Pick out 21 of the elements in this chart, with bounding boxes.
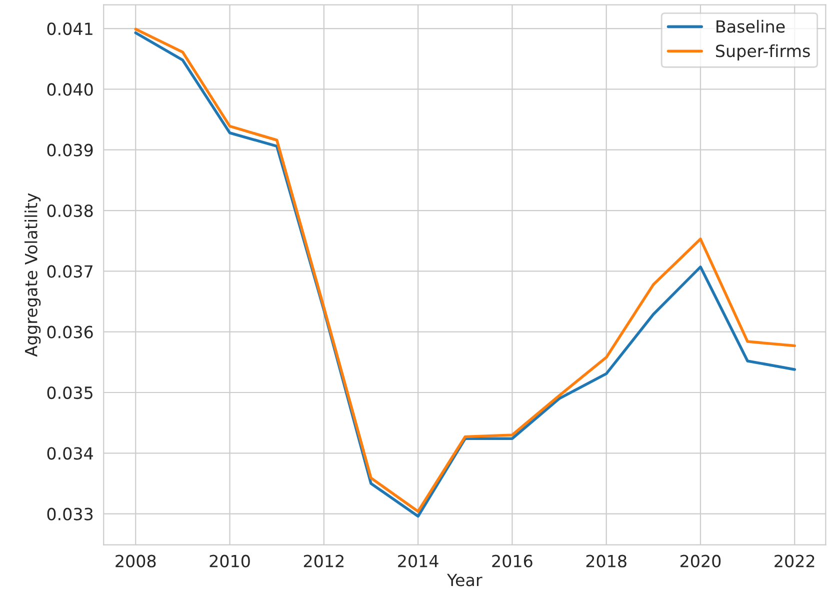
legend-label: Super-firms <box>716 44 810 60</box>
y-tick-label: 0.033 <box>47 508 93 520</box>
x-tick-label: 2012 <box>304 554 344 568</box>
x-tick-label: 2016 <box>492 554 532 568</box>
y-tick-label: 0.039 <box>47 144 93 156</box>
y-tick-label: 0.034 <box>47 447 93 460</box>
x-tick-label: 2018 <box>586 554 626 568</box>
y-tick-label: 0.038 <box>47 204 93 218</box>
x-axis-title: Year <box>446 574 482 586</box>
y-tick-label: 0.035 <box>47 386 92 400</box>
y-axis-title: Aggregate Volatility <box>24 193 41 357</box>
y-tick-label: 0.036 <box>47 326 93 338</box>
y-tick-label: 0.041 <box>47 22 92 36</box>
x-tick-label: 2022 <box>774 554 814 568</box>
y-tick-label: 0.040 <box>47 83 93 96</box>
x-tick-label: 2020 <box>680 554 721 568</box>
x-tick-label: 2010 <box>210 554 250 568</box>
legend-label: Baseline <box>716 20 785 33</box>
x-tick-label: 2014 <box>398 554 438 568</box>
x-tick-label: 2008 <box>116 554 156 568</box>
y-tick-label: 0.037 <box>47 265 92 278</box>
